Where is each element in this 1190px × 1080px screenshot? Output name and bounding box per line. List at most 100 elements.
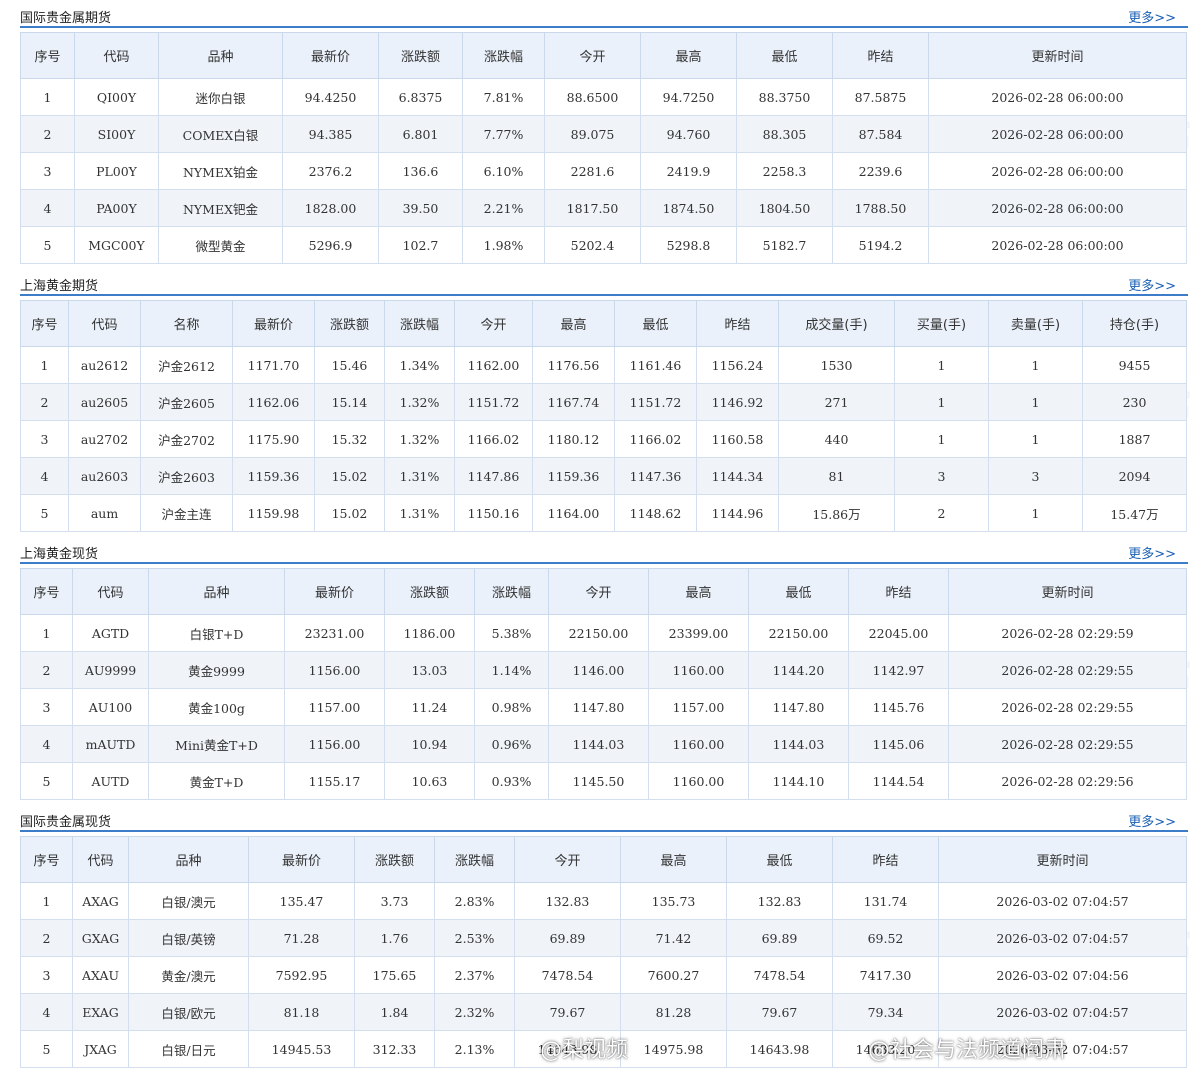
name-link[interactable]: 黄金100g [148, 688, 285, 726]
column-header[interactable]: 涨跌额 [314, 300, 385, 347]
table-row[interactable]: 2 AU9999 黄金9999 1156.00 13.03 1.14% 1146.00 116… [20, 651, 1187, 689]
symbol-link[interactable]: AGTD [72, 614, 149, 652]
name-link[interactable]: 白银/欧元 [128, 993, 249, 1031]
symbol-link[interactable]: MGC00Y [74, 226, 159, 264]
symbol-link[interactable]: PL00Y [74, 152, 159, 190]
name-link[interactable]: 微型黄金 [158, 226, 283, 264]
column-header[interactable]: 品种 [128, 836, 249, 883]
table-row[interactable]: 4 au2603 沪金2603 1159.36 15.02 1.31% 1147.86 115… [20, 457, 1187, 495]
column-header[interactable]: 成交量(手) [778, 300, 895, 347]
table-row[interactable]: 4 PA00Y NYMEX钯金 1828.00 39.50 2.21% 1817.50 187… [20, 189, 1187, 227]
table-row[interactable]: 3 PL00Y NYMEX铂金 2376.2 136.6 6.10% 2281.6 2419.… [20, 152, 1187, 190]
column-header[interactable]: 名称 [140, 300, 233, 347]
table-row[interactable]: 4 EXAG 白银/欧元 81.18 1.84 2.32% 79.67 81.28 79.67 7… [20, 993, 1187, 1031]
name-link[interactable]: 沪金2603 [140, 457, 233, 495]
column-header[interactable]: 代码 [68, 300, 141, 347]
column-header[interactable]: 最新价 [284, 568, 385, 615]
name-link[interactable]: NYMEX铂金 [158, 152, 283, 190]
column-header[interactable]: 涨跌额 [384, 568, 475, 615]
table-row[interactable]: 3 au2702 沪金2702 1175.90 15.32 1.32% 1166.02 118… [20, 420, 1187, 458]
column-header[interactable]: 涨跌幅 [384, 300, 455, 347]
symbol-link[interactable]: aum [68, 494, 141, 532]
column-header[interactable]: 最低 [614, 300, 697, 347]
column-header[interactable]: 代码 [72, 836, 129, 883]
column-header[interactable]: 昨结 [832, 836, 939, 883]
symbol-link[interactable]: AUTD [72, 762, 149, 800]
column-header[interactable]: 序号 [20, 836, 73, 883]
name-link[interactable]: 黄金9999 [148, 651, 285, 689]
column-header[interactable]: 序号 [20, 32, 75, 79]
name-link[interactable]: 白银/日元 [128, 1030, 249, 1068]
column-header[interactable]: 涨跌额 [354, 836, 435, 883]
column-header[interactable]: 最新价 [248, 836, 355, 883]
symbol-link[interactable]: AXAU [72, 956, 129, 994]
name-link[interactable]: 沪金2605 [140, 383, 233, 421]
table-row[interactable]: 2 SI00Y COMEX白银 94.385 6.801 7.77% 89.075 94.76… [20, 115, 1187, 153]
column-header[interactable]: 序号 [20, 300, 69, 347]
column-header[interactable]: 今开 [548, 568, 649, 615]
column-header[interactable]: 品种 [148, 568, 285, 615]
symbol-link[interactable]: au2702 [68, 420, 141, 458]
table-row[interactable]: 4 mAUTD Mini黄金T+D 1156.00 10.94 0.96% 1144.03 1… [20, 725, 1187, 763]
column-header[interactable]: 涨跌幅 [474, 568, 549, 615]
table-row[interactable]: 1 AGTD 白银T+D 23231.00 1186.00 5.38% 22150.00 23… [20, 614, 1187, 652]
column-header[interactable]: 最低 [748, 568, 849, 615]
column-header[interactable]: 最高 [648, 568, 749, 615]
symbol-link[interactable]: PA00Y [74, 189, 159, 227]
column-header[interactable]: 卖量(手) [988, 300, 1083, 347]
column-header[interactable]: 更新时间 [938, 836, 1187, 883]
name-link[interactable]: NYMEX钯金 [158, 189, 283, 227]
name-link[interactable]: COMEX白银 [158, 115, 283, 153]
more-link[interactable]: 更多>> [1128, 279, 1176, 294]
table-row[interactable]: 5 JXAG 白银/日元 14945.53 312.33 2.13% 14643.98 149… [20, 1030, 1187, 1068]
column-header[interactable]: 最新价 [282, 32, 379, 79]
column-header[interactable]: 买量(手) [894, 300, 989, 347]
symbol-link[interactable]: AU9999 [72, 651, 149, 689]
name-link[interactable]: 沪金2702 [140, 420, 233, 458]
symbol-link[interactable]: AU100 [72, 688, 149, 726]
more-link[interactable]: 更多>> [1128, 547, 1176, 562]
column-header[interactable]: 最低 [726, 836, 833, 883]
column-header[interactable]: 最新价 [232, 300, 315, 347]
column-header[interactable]: 今开 [514, 836, 621, 883]
symbol-link[interactable]: au2603 [68, 457, 141, 495]
table-row[interactable]: 2 GXAG 白银/英镑 71.28 1.76 2.53% 69.89 71.42 69.89 6… [20, 919, 1187, 957]
table-row[interactable]: 5 AUTD 黄金T+D 1155.17 10.63 0.93% 1145.50 1160.0… [20, 762, 1187, 800]
column-header[interactable]: 昨结 [696, 300, 779, 347]
name-link[interactable]: Mini黄金T+D [148, 725, 285, 763]
column-header[interactable]: 昨结 [832, 32, 929, 79]
symbol-link[interactable]: QI00Y [74, 78, 159, 116]
column-header[interactable]: 最低 [736, 32, 833, 79]
more-link[interactable]: 更多>> [1128, 11, 1176, 26]
name-link[interactable]: 黄金/澳元 [128, 956, 249, 994]
column-header[interactable]: 最高 [532, 300, 615, 347]
name-link[interactable]: 沪金主连 [140, 494, 233, 532]
column-header[interactable]: 最高 [640, 32, 737, 79]
symbol-link[interactable]: au2612 [68, 346, 141, 384]
name-link[interactable]: 迷你白银 [158, 78, 283, 116]
symbol-link[interactable]: JXAG [72, 1030, 129, 1068]
column-header[interactable]: 代码 [74, 32, 159, 79]
symbol-link[interactable]: EXAG [72, 993, 129, 1031]
symbol-link[interactable]: au2605 [68, 383, 141, 421]
table-row[interactable]: 1 QI00Y 迷你白银 94.4250 6.8375 7.81% 88.6500 94.72… [20, 78, 1187, 116]
symbol-link[interactable]: GXAG [72, 919, 129, 957]
more-link[interactable]: 更多>> [1128, 815, 1176, 830]
name-link[interactable]: 白银/澳元 [128, 882, 249, 920]
name-link[interactable]: 沪金2612 [140, 346, 233, 384]
column-header[interactable]: 最高 [620, 836, 727, 883]
column-header[interactable]: 代码 [72, 568, 149, 615]
column-header[interactable]: 序号 [20, 568, 73, 615]
column-header[interactable]: 涨跌幅 [434, 836, 515, 883]
symbol-link[interactable]: AXAG [72, 882, 129, 920]
column-header[interactable]: 更新时间 [928, 32, 1187, 79]
name-link[interactable]: 白银T+D [148, 614, 285, 652]
column-header[interactable]: 今开 [544, 32, 641, 79]
symbol-link[interactable]: mAUTD [72, 725, 149, 763]
table-row[interactable]: 1 au2612 沪金2612 1171.70 15.46 1.34% 1162.00 117… [20, 346, 1187, 384]
table-row[interactable]: 2 au2605 沪金2605 1162.06 15.14 1.32% 1151.72 116… [20, 383, 1187, 421]
name-link[interactable]: 黄金T+D [148, 762, 285, 800]
column-header[interactable]: 品种 [158, 32, 283, 79]
column-header[interactable]: 涨跌幅 [462, 32, 545, 79]
column-header[interactable]: 今开 [454, 300, 533, 347]
